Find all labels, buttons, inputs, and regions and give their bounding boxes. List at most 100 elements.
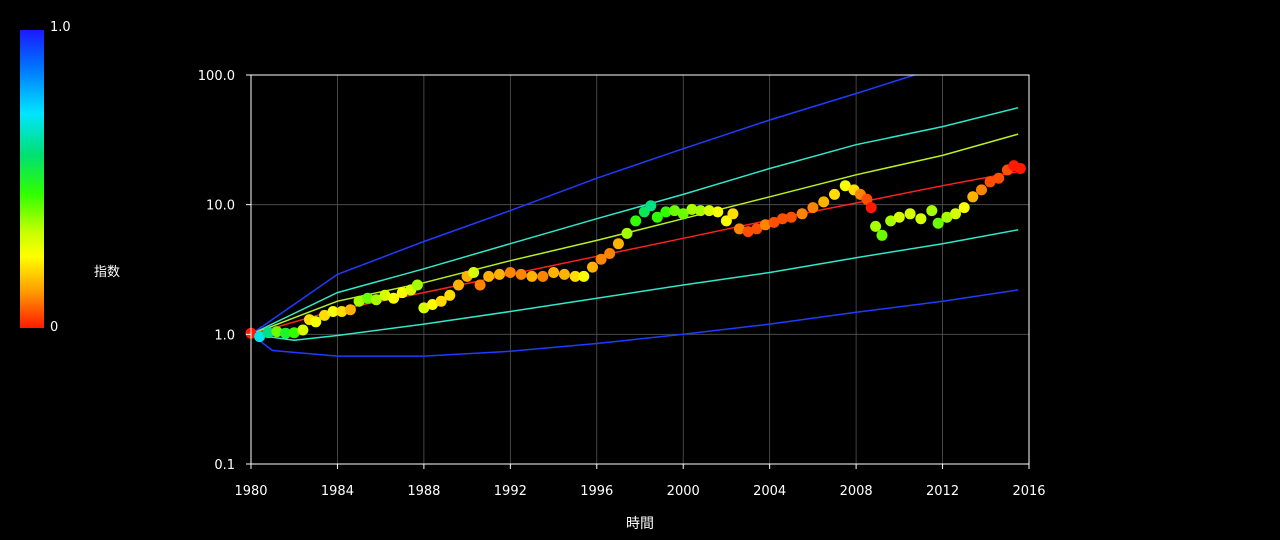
points bbox=[245, 160, 1026, 343]
data-point bbox=[993, 172, 1005, 184]
y-tick-label: 1.0 bbox=[214, 328, 235, 343]
data-point bbox=[587, 261, 598, 273]
x-tick-label: 2012 bbox=[926, 484, 959, 499]
data-point bbox=[829, 188, 840, 200]
x-tick-label: 2008 bbox=[840, 484, 873, 499]
data-point bbox=[604, 248, 616, 259]
data-point bbox=[870, 220, 882, 232]
x-tick-label: 1992 bbox=[494, 484, 527, 499]
band-line bbox=[250, 106, 1019, 335]
data-point bbox=[468, 267, 480, 278]
data-point bbox=[526, 270, 538, 282]
data-point bbox=[967, 191, 979, 203]
data-point bbox=[720, 215, 732, 227]
data-point bbox=[695, 205, 706, 217]
data-point bbox=[262, 327, 274, 339]
data-point bbox=[548, 267, 560, 278]
data-point bbox=[370, 294, 382, 306]
x-tick-label: 2000 bbox=[667, 484, 700, 499]
data-point bbox=[435, 295, 447, 307]
data-point bbox=[418, 302, 430, 314]
data-point bbox=[353, 295, 365, 307]
data-point bbox=[612, 238, 624, 250]
data-point bbox=[818, 196, 830, 208]
x-tick-label: 2016 bbox=[1012, 484, 1045, 499]
data-point bbox=[310, 316, 322, 328]
data-point bbox=[807, 202, 819, 214]
data-point bbox=[885, 215, 897, 227]
data-point bbox=[984, 176, 996, 188]
x-tick-label: 1988 bbox=[407, 484, 440, 499]
data-point bbox=[958, 202, 970, 214]
data-point bbox=[751, 223, 763, 235]
x-tick-label: 2004 bbox=[753, 484, 786, 499]
data-point bbox=[537, 270, 549, 282]
colorbar-title: 指数 bbox=[94, 265, 121, 280]
data-point bbox=[669, 205, 681, 217]
axes: 1980 1984 1988 1992 1996 2000 2004 2008 2012 2016… bbox=[198, 69, 1046, 499]
data-point bbox=[569, 270, 581, 282]
data-point bbox=[578, 270, 590, 282]
data-point bbox=[915, 213, 927, 225]
data-point bbox=[660, 206, 672, 218]
data-point bbox=[733, 223, 745, 235]
data-point bbox=[677, 208, 689, 220]
data-point bbox=[388, 292, 400, 304]
data-point bbox=[280, 327, 292, 339]
band-line bbox=[250, 74, 915, 335]
data-point bbox=[288, 327, 300, 339]
data-point bbox=[777, 213, 789, 225]
data-point bbox=[1014, 163, 1026, 174]
data-point bbox=[483, 270, 495, 282]
data-point bbox=[396, 287, 408, 299]
data-point bbox=[319, 309, 330, 321]
data-point bbox=[932, 217, 944, 229]
data-point bbox=[254, 331, 266, 343]
data-point bbox=[558, 268, 570, 280]
data-point bbox=[411, 279, 423, 291]
data-point bbox=[379, 289, 391, 301]
data-point bbox=[327, 306, 339, 317]
data-point bbox=[876, 229, 888, 241]
data-point bbox=[893, 211, 905, 223]
data-point bbox=[686, 203, 698, 215]
data-point bbox=[785, 211, 797, 223]
data-point bbox=[703, 205, 715, 217]
data-point bbox=[595, 253, 607, 265]
data-point bbox=[336, 306, 348, 317]
data-point bbox=[515, 268, 527, 280]
y-tick-label: 0.1 bbox=[214, 458, 235, 473]
x-tick-label: 1984 bbox=[321, 484, 354, 499]
x-tick-label: 1980 bbox=[234, 484, 267, 499]
data-point bbox=[742, 226, 754, 238]
data-point bbox=[839, 180, 851, 192]
data-point bbox=[474, 279, 486, 291]
colorbar-min-label: 0 bbox=[50, 320, 59, 335]
data-point bbox=[427, 299, 438, 310]
data-point bbox=[926, 205, 938, 217]
colorbar-max-label: 1.0 bbox=[50, 20, 71, 35]
colorbar bbox=[20, 30, 44, 328]
data-point bbox=[271, 326, 283, 338]
data-point bbox=[621, 227, 633, 239]
data-point bbox=[645, 200, 657, 212]
data-point bbox=[941, 211, 953, 223]
data-point bbox=[297, 324, 309, 336]
data-point bbox=[344, 304, 356, 316]
data-point bbox=[651, 211, 663, 223]
data-point bbox=[504, 267, 516, 278]
data-point bbox=[865, 202, 877, 214]
data-point bbox=[630, 215, 642, 227]
plot-frame bbox=[250, 74, 1030, 465]
data-point bbox=[712, 206, 724, 218]
data-point bbox=[904, 208, 916, 220]
data-point bbox=[494, 268, 505, 280]
data-point bbox=[796, 208, 808, 220]
band-line bbox=[250, 289, 1019, 357]
y-tick-label: 10.0 bbox=[206, 199, 235, 214]
data-point bbox=[444, 289, 456, 301]
x-axis-label: 時間 bbox=[626, 516, 654, 532]
x-tick-label: 1996 bbox=[580, 484, 613, 499]
data-point bbox=[453, 279, 464, 291]
